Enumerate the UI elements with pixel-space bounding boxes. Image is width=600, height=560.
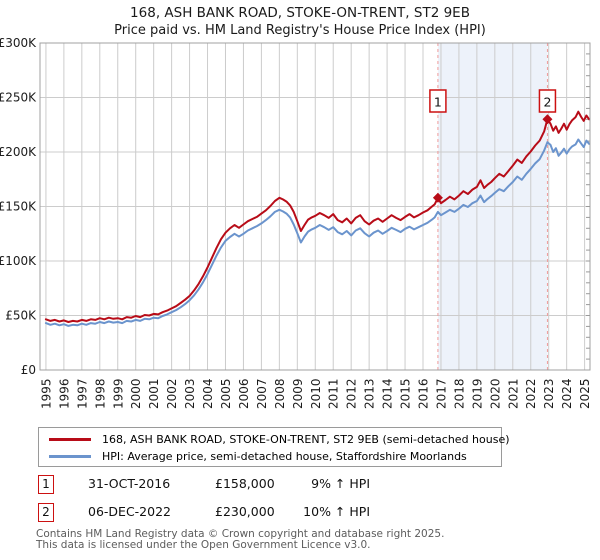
legend: 168, ASH BANK ROAD, STOKE-ON-TRENT, ST2 … — [38, 427, 510, 467]
sale-marker-label-box-2 — [538, 89, 557, 113]
svg-text:2013: 2013 — [363, 378, 377, 409]
svg-text:2011: 2011 — [327, 378, 341, 409]
svg-text:2021: 2021 — [506, 378, 520, 409]
svg-text:2002: 2002 — [165, 378, 179, 409]
y-axis-labels: £0 £50K £100K £150K £200K £250K £300K — [0, 36, 37, 377]
svg-text:1998: 1998 — [93, 378, 107, 409]
price-paid-line-swatch-icon — [49, 437, 91, 441]
sale-marker-label-2: 2 — [543, 95, 551, 110]
sale-row-2: 2 06-DEC-2022 £230,000 10% ↑ HPI — [38, 503, 378, 523]
sale-date: 06-DEC-2022 — [88, 504, 171, 519]
legend-item-hpi: HPI: Average price, semi-detached house,… — [49, 448, 467, 464]
svg-text:2016: 2016 — [417, 378, 431, 409]
svg-text:2019: 2019 — [470, 378, 484, 409]
svg-text:2010: 2010 — [309, 378, 323, 409]
legend-label-price-paid: 168, ASH BANK ROAD, STOKE-ON-TRENT, ST2 … — [102, 432, 510, 446]
sale-row-1: 1 31-OCT-2016 £158,000 9% ↑ HPI — [38, 475, 378, 495]
sale-number-badge: 2 — [38, 503, 54, 522]
footer-line-1: Contains HM Land Registry data © Crown c… — [36, 528, 445, 540]
svg-text:2014: 2014 — [381, 378, 395, 409]
svg-text:2018: 2018 — [452, 378, 466, 409]
svg-text:2025: 2025 — [578, 378, 592, 409]
sale-date: 31-OCT-2016 — [88, 476, 171, 491]
svg-text:£250K: £250K — [0, 91, 37, 105]
svg-text:2024: 2024 — [560, 378, 574, 409]
sale-marker-label-1: 1 — [434, 95, 442, 110]
svg-text:2023: 2023 — [542, 378, 556, 409]
price-paid-line — [44, 110, 591, 323]
sale-vs-hpi: 10% ↑ HPI — [303, 504, 370, 519]
svg-text:£50K: £50K — [5, 309, 37, 323]
sale-marker-label-box-1 — [429, 89, 447, 113]
svg-text:2005: 2005 — [219, 378, 233, 409]
plot-frame — [39, 42, 591, 371]
sale-vs-hpi: 9% ↑ HPI — [311, 476, 370, 491]
svg-text:1999: 1999 — [111, 378, 125, 409]
hpi-line-swatch-icon — [49, 454, 91, 458]
svg-text:2008: 2008 — [273, 378, 287, 409]
svg-text:£0: £0 — [21, 363, 36, 377]
right-axis-minor-ticks — [586, 42, 590, 371]
footer-line-2: This data is licensed under the Open Gov… — [36, 539, 371, 551]
svg-text:2000: 2000 — [129, 378, 143, 409]
svg-text:2001: 2001 — [147, 378, 161, 409]
chart-subtitle: Price paid vs. HM Land Registry's House … — [114, 23, 486, 38]
svg-text:£150K: £150K — [0, 200, 37, 214]
legend-item-price-paid: 168, ASH BANK ROAD, STOKE-ON-TRENT, ST2 … — [49, 431, 510, 447]
svg-text:2003: 2003 — [183, 378, 197, 409]
svg-text:£100K: £100K — [0, 254, 37, 268]
sale-price: £230,000 — [215, 504, 275, 519]
legend-label-hpi: HPI: Average price, semi-detached house,… — [102, 449, 467, 463]
svg-text:2017: 2017 — [434, 378, 448, 409]
footer: Contains HM Land Registry data © Crown c… — [36, 529, 444, 551]
svg-text:2004: 2004 — [201, 378, 215, 409]
hpi-line — [44, 138, 591, 327]
svg-text:£200K: £200K — [0, 145, 37, 159]
svg-text:2022: 2022 — [524, 378, 538, 409]
sale-number-badge: 1 — [38, 475, 54, 494]
svg-text:2007: 2007 — [255, 378, 269, 409]
svg-text:2020: 2020 — [488, 378, 502, 409]
svg-text:1997: 1997 — [75, 378, 89, 409]
sale-diamond-marker-1 — [432, 192, 443, 203]
svg-text:£300K: £300K — [0, 36, 37, 50]
svg-text:2012: 2012 — [345, 378, 359, 409]
x-axis-labels: 1995 1996 1997 1998 1999 2000 2001 2002 2003 2004… — [39, 378, 592, 409]
svg-text:1995: 1995 — [39, 378, 53, 409]
svg-text:1996: 1996 — [57, 378, 71, 409]
sale-price: £158,000 — [215, 476, 275, 491]
chart-title: 168, ASH BANK ROAD, STOKE-ON-TRENT, ST2 … — [130, 5, 470, 21]
sale-diamond-marker-2 — [542, 114, 553, 125]
svg-text:2006: 2006 — [237, 378, 251, 409]
svg-text:2015: 2015 — [399, 378, 413, 409]
svg-text:2009: 2009 — [291, 378, 305, 409]
